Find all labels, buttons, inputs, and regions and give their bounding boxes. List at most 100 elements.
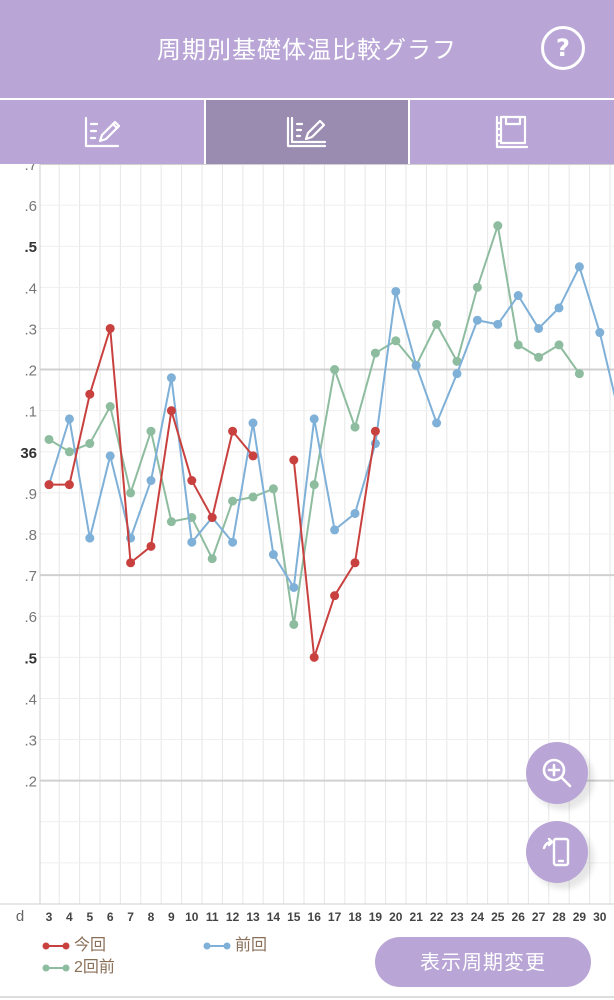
y-tick-label: .3: [24, 733, 37, 750]
y-tick-label: .4: [24, 280, 37, 297]
data-point: [85, 533, 95, 543]
y-tick-label: .4: [24, 691, 37, 708]
y-tick-label: .2: [24, 363, 37, 380]
data-point: [289, 619, 299, 629]
x-tick-label: 18: [348, 910, 362, 924]
change-period-button[interactable]: 表示周期変更: [375, 937, 591, 987]
data-point: [248, 492, 258, 502]
data-point: [105, 402, 115, 412]
data-point: [513, 340, 523, 350]
x-tick-label: 27: [532, 910, 546, 924]
data-point: [432, 319, 442, 329]
x-tick-label: 9: [168, 910, 175, 924]
x-tick-label: 26: [512, 910, 526, 924]
data-point: [146, 476, 156, 486]
data-point: [207, 554, 217, 564]
y-tick-label: .7: [24, 568, 37, 585]
data-point: [493, 221, 503, 231]
y-tick-label: .3: [24, 321, 37, 338]
data-point: [330, 365, 340, 375]
x-tick-label: 25: [491, 910, 505, 924]
page-title: 周期別基礎体温比較グラフ: [157, 36, 457, 64]
x-tick-label: 15: [287, 910, 301, 924]
data-point: [350, 422, 360, 432]
data-point: [330, 525, 340, 535]
data-point: [289, 455, 299, 465]
x-tick-label: 30: [593, 910, 607, 924]
data-point: [126, 488, 136, 498]
x-tick-label: 11: [206, 910, 219, 924]
tab-record-book[interactable]: [410, 100, 614, 164]
data-point: [574, 262, 584, 272]
x-tick-label: 23: [450, 910, 464, 924]
data-point: [166, 406, 176, 416]
data-point: [207, 513, 217, 523]
legend-previous-swatch: [203, 942, 231, 950]
zoom-button[interactable]: [526, 742, 588, 804]
data-point: [85, 389, 95, 399]
data-point: [513, 291, 523, 301]
tab-bar: [0, 98, 614, 164]
data-point: [64, 480, 74, 490]
data-point: [268, 484, 278, 494]
data-point: [64, 447, 74, 457]
y-tick-label: .6: [24, 198, 37, 215]
data-point: [534, 323, 544, 333]
data-point: [105, 451, 115, 461]
data-point: [574, 369, 584, 379]
help-button[interactable]: ?: [541, 26, 585, 70]
data-point: [289, 582, 299, 592]
y-tick-label: .5: [24, 650, 37, 667]
temperature-chart: .7 .6 .5 .4 .3 .2 .1 36 .9 .8 .7 .6 .5 .4 .3 .2 d 3 4 5 6 7 8 9…: [0, 164, 614, 924]
y-tick-label: .8: [24, 527, 37, 544]
legend-current-swatch: [42, 942, 70, 950]
x-tick-label: 17: [328, 910, 342, 924]
data-point: [452, 356, 462, 366]
data-point: [309, 652, 319, 662]
y-tick-label: .6: [24, 609, 37, 626]
data-point: [493, 319, 503, 329]
x-tick-label: 29: [573, 910, 587, 924]
y-tick-label: .2: [24, 774, 37, 791]
x-tick-label: 22: [430, 910, 444, 924]
x-tick-label: 14: [267, 910, 281, 924]
data-point: [432, 418, 442, 428]
data-point: [554, 303, 564, 313]
x-tick-label: 19: [369, 910, 383, 924]
data-point: [146, 541, 156, 551]
y-tick-label: .9: [24, 486, 37, 503]
x-tick-label: 21: [410, 910, 424, 924]
data-point: [452, 369, 462, 379]
data-point: [228, 426, 238, 436]
x-tick-label: 5: [86, 910, 93, 924]
legend-current: 今回: [42, 931, 106, 955]
rotate-phone-icon: [542, 837, 570, 867]
legend-previous: 前回: [203, 931, 267, 955]
x-tick-label: 10: [185, 910, 199, 924]
data-point: [64, 414, 74, 424]
legend-two-before: 2回前: [42, 953, 115, 977]
data-point: [309, 480, 319, 490]
data-point: [309, 414, 319, 424]
data-point: [391, 336, 401, 346]
x-tick-label: 16: [308, 910, 322, 924]
data-point: [248, 418, 258, 428]
rotate-screen-button[interactable]: [526, 821, 588, 883]
data-point: [228, 496, 238, 506]
data-point: [472, 282, 482, 292]
data-point: [268, 550, 278, 560]
data-point: [166, 373, 176, 383]
tab-graph[interactable]: [0, 100, 204, 164]
data-point: [370, 426, 380, 436]
data-point: [554, 340, 564, 350]
tab-compare-graph[interactable]: [206, 100, 408, 164]
x-axis-unit: d: [16, 908, 24, 924]
data-point: [350, 558, 360, 568]
x-tick-label: 4: [66, 910, 73, 924]
legend-previous-label: 前回: [235, 937, 268, 954]
data-point: [411, 360, 421, 370]
data-point: [187, 476, 197, 486]
legend-two-before-swatch: [42, 964, 70, 972]
data-point: [248, 451, 258, 461]
data-point: [370, 348, 380, 358]
